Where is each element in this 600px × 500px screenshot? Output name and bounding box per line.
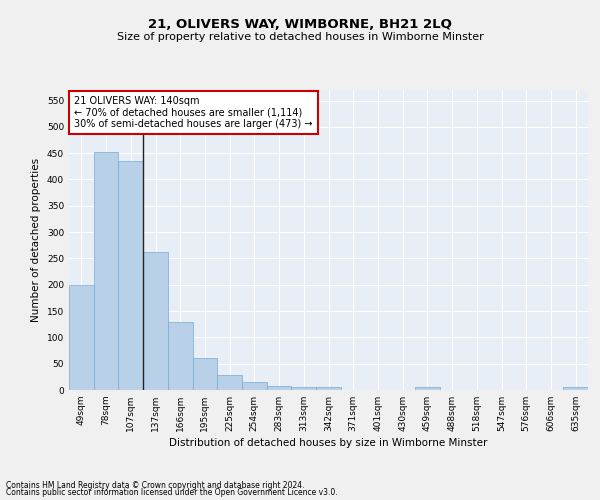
Text: Contains public sector information licensed under the Open Government Licence v3: Contains public sector information licen… — [6, 488, 338, 497]
Bar — [316, 387, 341, 390]
Bar — [69, 284, 94, 390]
Bar — [563, 388, 588, 390]
Y-axis label: Number of detached properties: Number of detached properties — [31, 158, 41, 322]
Text: 21, OLIVERS WAY, WIMBORNE, BH21 2LQ: 21, OLIVERS WAY, WIMBORNE, BH21 2LQ — [148, 18, 452, 30]
Bar — [267, 386, 292, 390]
Bar — [118, 161, 143, 390]
Bar — [94, 152, 118, 390]
Text: Contains HM Land Registry data © Crown copyright and database right 2024.: Contains HM Land Registry data © Crown c… — [6, 480, 305, 490]
Bar — [242, 382, 267, 390]
Bar — [168, 322, 193, 390]
Bar — [292, 388, 316, 390]
Text: Size of property relative to detached houses in Wimborne Minster: Size of property relative to detached ho… — [116, 32, 484, 42]
X-axis label: Distribution of detached houses by size in Wimborne Minster: Distribution of detached houses by size … — [169, 438, 488, 448]
Bar — [193, 358, 217, 390]
Bar — [217, 376, 242, 390]
Bar — [143, 252, 168, 390]
Text: 21 OLIVERS WAY: 140sqm
← 70% of detached houses are smaller (1,114)
30% of semi-: 21 OLIVERS WAY: 140sqm ← 70% of detached… — [74, 96, 313, 129]
Bar — [415, 388, 440, 390]
